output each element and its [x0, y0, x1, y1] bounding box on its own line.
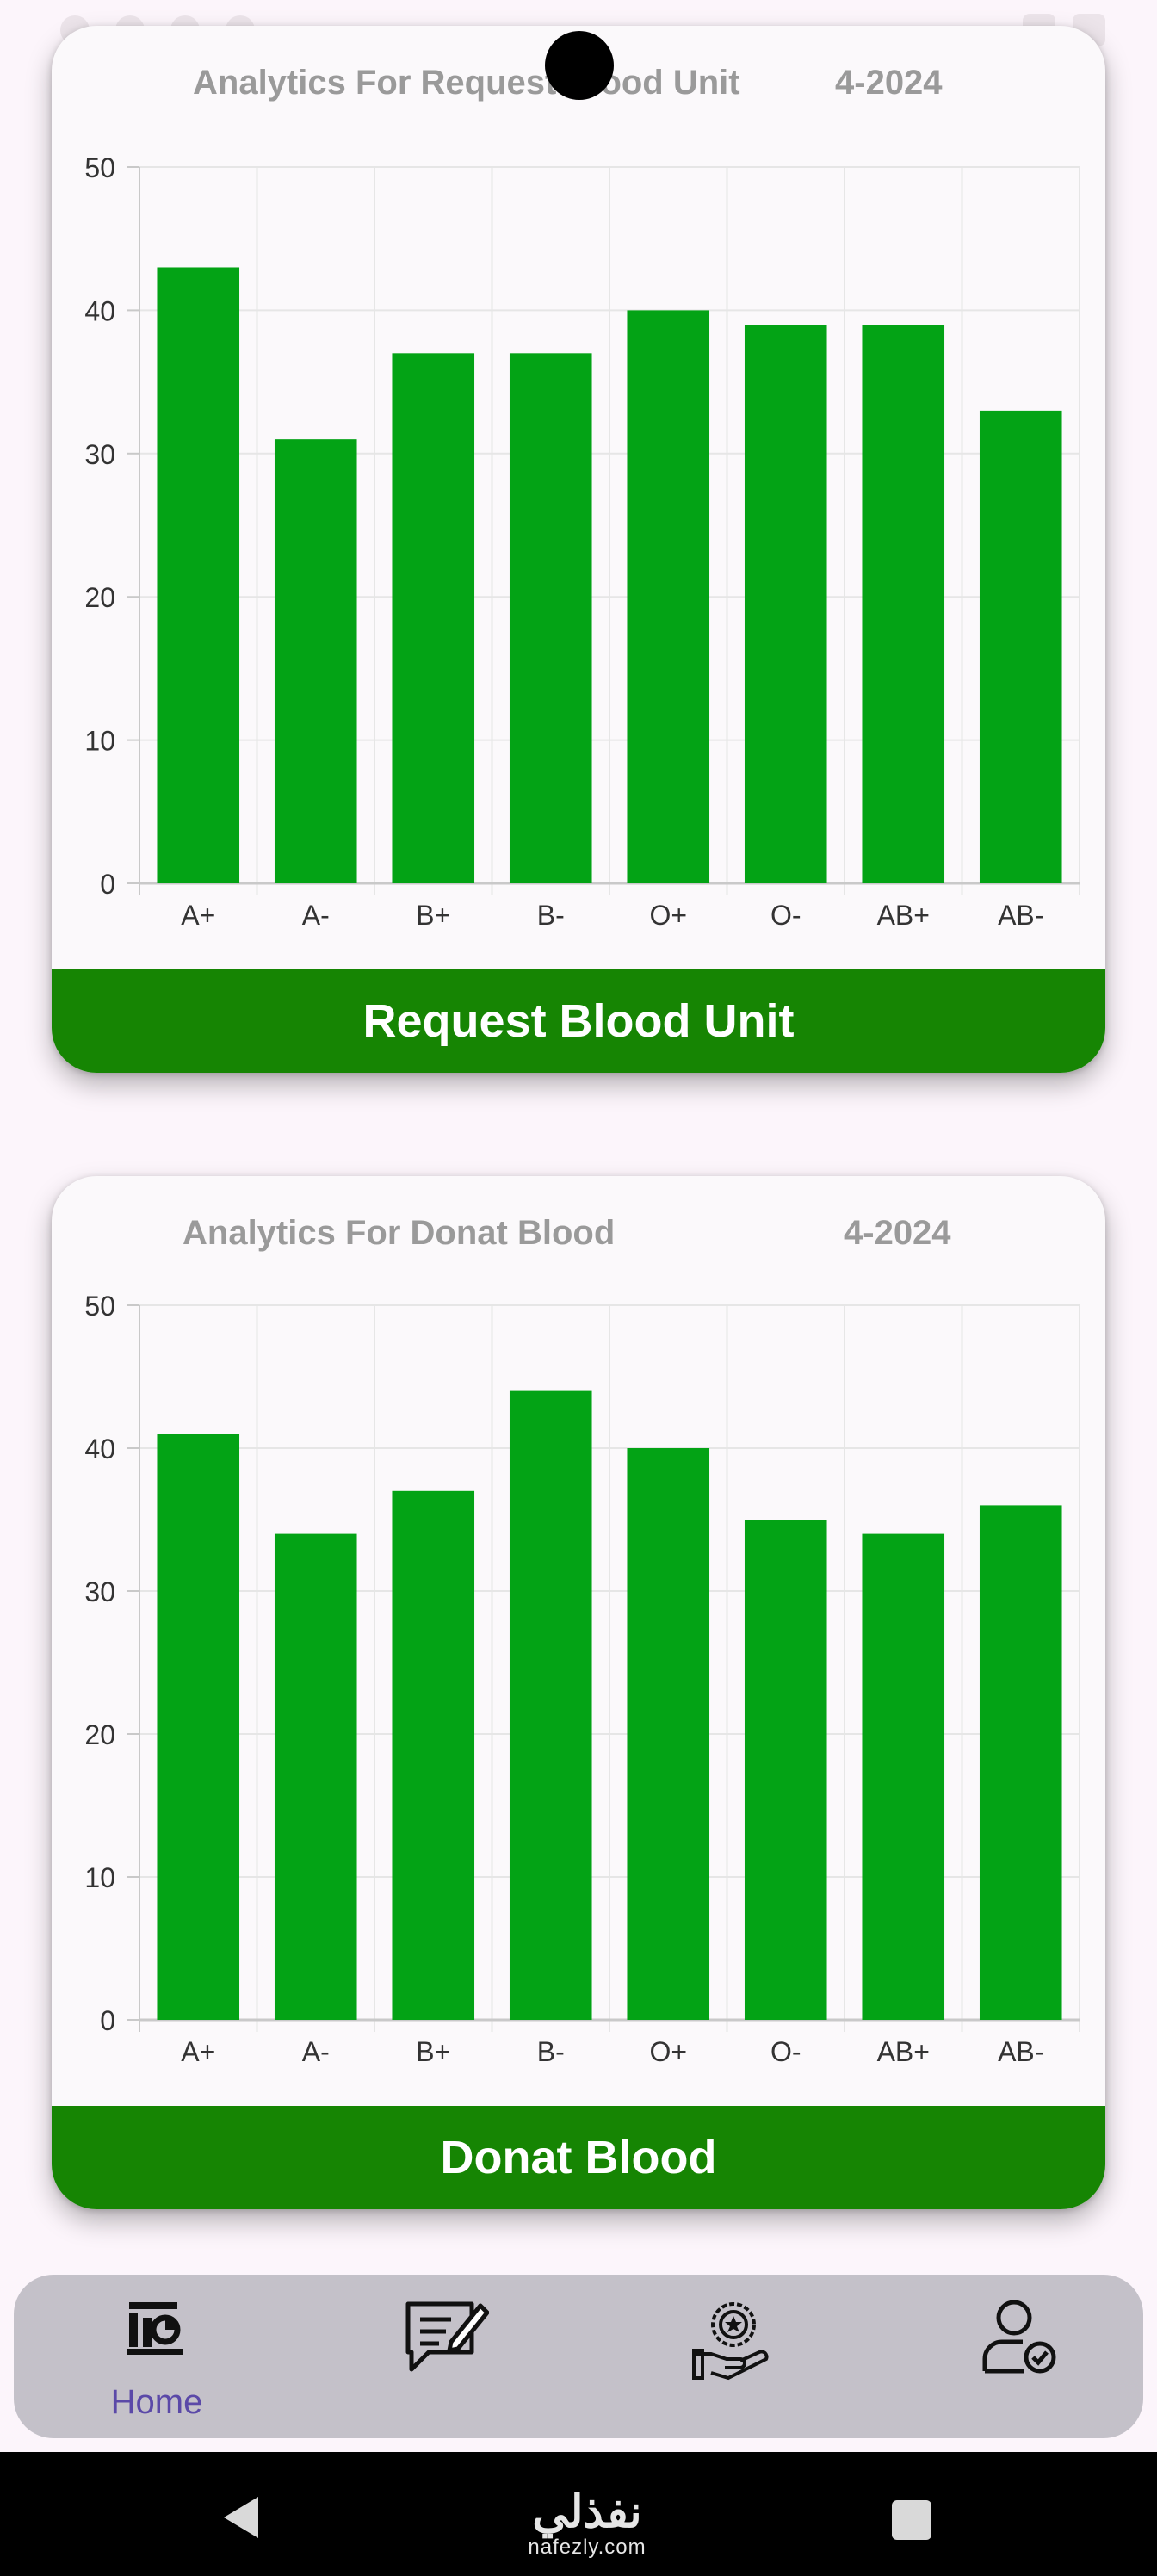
- bar-O+: [627, 310, 710, 883]
- y-tick-label: 40: [84, 295, 115, 326]
- y-tick-label: 30: [84, 439, 115, 470]
- bar-AB+: [862, 1533, 945, 2020]
- bar-B+: [392, 1490, 475, 2020]
- system-navigation-bar: نفذلي nafezly.com: [0, 2452, 1157, 2576]
- y-tick-label: 30: [84, 1576, 115, 1607]
- donate-blood-button[interactable]: Donat Blood: [52, 2106, 1105, 2209]
- watermark-arabic: نفذلي: [532, 2487, 642, 2537]
- award-hand-icon: [692, 2302, 769, 2381]
- bar-AB+: [862, 325, 945, 883]
- x-tick-label: B+: [416, 2036, 450, 2067]
- y-tick-label: 0: [100, 869, 115, 900]
- donation-analytics-card: Analytics For Donat Blood 4-2024 0 10 20 30…: [52, 1176, 1105, 2209]
- home-button[interactable]: نفذلي nafezly.com: [510, 2490, 665, 2561]
- bar-O-: [744, 1520, 827, 2020]
- x-tick-label: AB+: [877, 2036, 930, 2067]
- x-tick-label: A-: [302, 2036, 330, 2067]
- bar-A-: [274, 439, 357, 883]
- nav-item-requests[interactable]: [360, 2290, 532, 2428]
- bar-O+: [627, 1448, 710, 2020]
- y-tick-label: 10: [84, 726, 115, 757]
- x-tick-label: B-: [537, 900, 565, 931]
- y-tick-label: 40: [84, 1434, 115, 1464]
- x-tick-label: B-: [537, 2036, 565, 2067]
- y-tick-label: 20: [84, 582, 115, 613]
- x-tick-label: AB+: [877, 900, 930, 931]
- bar-B-: [509, 353, 592, 883]
- y-tick-label: 10: [84, 1862, 115, 1893]
- request-blood-unit-button[interactable]: Request Blood Unit: [52, 969, 1105, 1073]
- bar-B+: [392, 353, 475, 883]
- x-tick-label: A+: [181, 2036, 215, 2067]
- y-tick-label: 0: [100, 2005, 115, 2036]
- bar-B-: [509, 1390, 592, 2020]
- nav-item-donations[interactable]: [647, 2290, 820, 2428]
- chart-header: Analytics For Request Blood Unit 4-2024: [52, 64, 1105, 107]
- chart-title: Analytics For Request Blood Unit: [193, 64, 740, 102]
- x-tick-label: A-: [302, 900, 330, 931]
- recent-apps-icon[interactable]: [892, 2500, 931, 2540]
- nav-label-home: Home: [110, 2383, 203, 2421]
- x-tick-label: B+: [416, 900, 450, 931]
- nav-item-profile[interactable]: [935, 2290, 1107, 2428]
- back-icon[interactable]: [220, 2495, 262, 2540]
- chart-date: 4-2024: [835, 64, 943, 102]
- x-tick-label: AB-: [998, 2036, 1043, 2067]
- x-tick-label: O+: [649, 900, 687, 931]
- x-tick-label: O-: [770, 900, 801, 931]
- chart-date: 4-2024: [844, 1214, 951, 1252]
- x-tick-label: A+: [181, 900, 215, 931]
- x-tick-label: O+: [649, 2036, 687, 2067]
- y-tick-label: 20: [84, 1719, 115, 1750]
- home-chart-icon: [127, 2302, 183, 2355]
- user-check-icon: [982, 2300, 1056, 2374]
- bar-A+: [157, 1434, 240, 2020]
- chart-header: Analytics For Donat Blood 4-2024: [52, 1214, 1105, 1257]
- nav-item-home[interactable]: Home: [71, 2290, 243, 2428]
- request-analytics-card: Analytics For Request Blood Unit 4-2024 …: [52, 26, 1105, 1073]
- request-bar-chart: 0 10 20 30 40 50 A+ A- B+ B- O+ O- AB+ AB-: [84, 152, 1080, 931]
- bar-AB-: [979, 1505, 1062, 2020]
- edit-message-icon: [405, 2301, 489, 2372]
- x-tick-label: O-: [770, 2036, 801, 2067]
- bottom-navigation: Home: [14, 2275, 1143, 2438]
- camera-cutout: [545, 31, 614, 100]
- y-tick-label: 50: [84, 152, 115, 183]
- bar-O-: [744, 325, 827, 883]
- donation-bar-chart: 0 10 20 30 40 50 A+ A- B+ B- O+ O- AB+ AB-: [84, 1291, 1080, 2067]
- chart-title: Analytics For Donat Blood: [183, 1214, 616, 1252]
- y-tick-label: 50: [84, 1291, 115, 1322]
- x-tick-label: AB-: [998, 900, 1043, 931]
- watermark-latin: nafezly.com: [528, 2536, 647, 2559]
- bar-AB-: [979, 410, 1062, 883]
- bar-A-: [274, 1533, 357, 2020]
- bar-A+: [157, 267, 240, 884]
